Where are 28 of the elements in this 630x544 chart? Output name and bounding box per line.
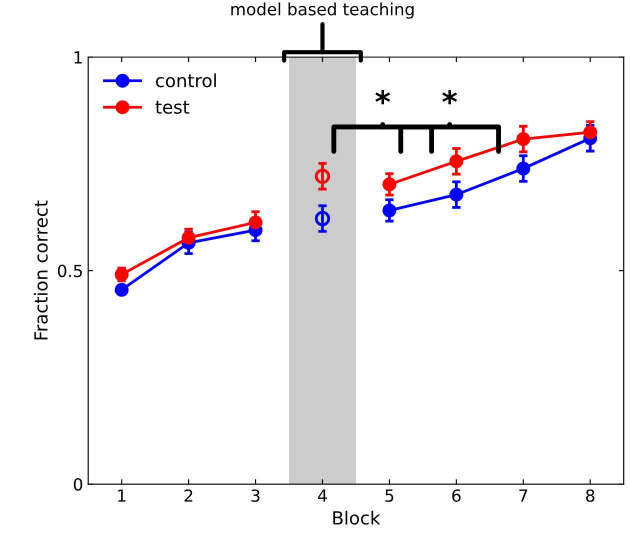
y-tick-label: 0.5 [58, 264, 82, 278]
x-tick-label: 6 [452, 489, 461, 502]
point [314, 168, 330, 184]
point [382, 177, 396, 192]
point [314, 210, 330, 226]
x-tick-label: 3 [252, 489, 260, 502]
legend-label: test [155, 100, 190, 114]
point [516, 162, 530, 176]
point [114, 282, 129, 297]
y-axis-title: Fraction correct [34, 200, 48, 340]
legend-label: control [156, 73, 216, 88]
x-tick-label: 4 [318, 490, 327, 502]
x-axis-title: Block [333, 510, 380, 525]
point [248, 215, 262, 230]
point [516, 132, 530, 146]
y-tick-label: 1 [74, 51, 82, 64]
x-tick-label: 8 [586, 489, 594, 502]
point [449, 188, 464, 202]
x-tick-label: 7 [519, 490, 528, 502]
x-tick-label: 5 [385, 490, 394, 502]
annotation: * [442, 90, 458, 104]
point [449, 154, 464, 168]
annotation: * [375, 90, 390, 104]
y-tick-label: 0 [74, 478, 82, 491]
x-tick-label: 1 [118, 490, 126, 502]
x-tick-label: 2 [184, 489, 192, 502]
band-label: model based teaching [231, 2, 414, 19]
point [382, 203, 396, 218]
